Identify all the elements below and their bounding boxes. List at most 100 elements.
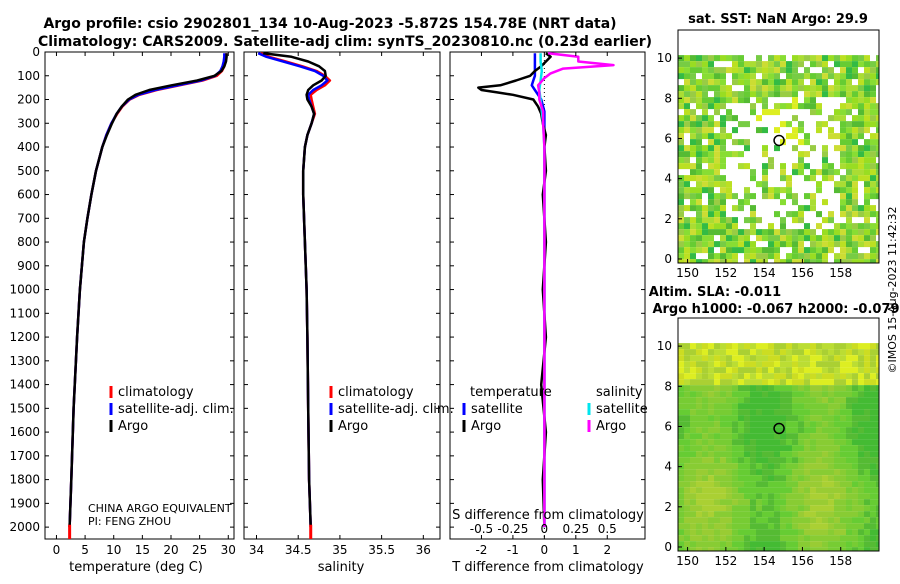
map-cell: [834, 499, 840, 506]
map-cell: [876, 409, 879, 416]
map-cell: [714, 373, 720, 380]
map-cell: [756, 361, 762, 368]
x-tick-label: -0.25: [497, 522, 528, 536]
map-cell: [726, 355, 732, 362]
map-cell: [756, 55, 762, 62]
map-cell: [708, 487, 714, 494]
map-cell: [792, 451, 798, 458]
map-cell: [768, 511, 774, 518]
map-cell: [864, 187, 870, 194]
map-cell: [858, 451, 864, 458]
map-cell: [696, 385, 702, 392]
map-cell: [870, 121, 876, 128]
map-cell: [714, 391, 720, 398]
map-cell: [858, 235, 864, 242]
map-cell: [798, 229, 804, 236]
map-cell: [762, 343, 768, 350]
map-cell: [810, 427, 816, 434]
map-cell: [762, 493, 768, 500]
map-cell: [678, 151, 684, 158]
map-cell: [684, 391, 690, 398]
map-cell: [732, 523, 738, 530]
map-cell: [756, 523, 762, 530]
map-cell: [762, 109, 768, 116]
map-cell: [834, 109, 840, 116]
map-cell: [852, 493, 858, 500]
map-cell: [780, 217, 786, 224]
map-cell: [858, 163, 864, 170]
map-cell: [774, 409, 780, 416]
map-cell: [684, 343, 690, 350]
map-cell: [846, 253, 852, 260]
map-cell: [792, 241, 798, 248]
map-cell: [696, 187, 702, 194]
map-cell: [780, 259, 786, 263]
x-tick-label: -2: [475, 543, 487, 557]
map-cell: [720, 157, 726, 164]
map-cell: [690, 205, 696, 212]
map-cell: [720, 481, 726, 488]
map-cell: [702, 487, 708, 494]
map-cell: [846, 199, 852, 206]
map-cell: [702, 97, 708, 104]
map-cell: [696, 259, 702, 263]
map-cell: [708, 415, 714, 422]
map-cell: [810, 235, 816, 242]
map-cell: [852, 73, 858, 80]
map-cell: [792, 79, 798, 86]
map-cell: [822, 73, 828, 80]
map-cell: [852, 139, 858, 146]
map-cell: [768, 547, 774, 551]
map-cell: [840, 163, 846, 170]
map-cell: [816, 187, 822, 194]
map-cell: [858, 253, 864, 260]
map-cell: [720, 547, 726, 551]
map-cell: [774, 67, 780, 74]
map-cell: [792, 523, 798, 530]
map-cell: [708, 493, 714, 500]
map-cell: [732, 427, 738, 434]
map-cell: [750, 109, 756, 116]
map-cell: [828, 469, 834, 476]
map-cell: [762, 457, 768, 464]
map-cell: [702, 373, 708, 380]
map-cell: [864, 397, 870, 404]
map-cell: [768, 373, 774, 380]
map-cell: [714, 97, 720, 104]
map-cell: [696, 439, 702, 446]
map-cell: [690, 505, 696, 512]
map-cell: [678, 421, 684, 428]
map-cell: [750, 373, 756, 380]
map-cell: [840, 547, 846, 551]
map-cell: [744, 79, 750, 86]
map-cell: [714, 505, 720, 512]
map-cell: [762, 181, 768, 188]
map-cell: [870, 187, 876, 194]
map-cell: [804, 415, 810, 422]
map-cell: [744, 229, 750, 236]
map-cell: [762, 415, 768, 422]
map-cell: [870, 211, 876, 218]
map-cell: [804, 73, 810, 80]
map-cell: [714, 259, 720, 263]
map-cell: [696, 433, 702, 440]
map-cell: [678, 535, 684, 542]
map-cell: [792, 463, 798, 470]
map-cell: [864, 241, 870, 248]
map-cell: [786, 487, 792, 494]
map-cell: [774, 475, 780, 482]
map-cell: [828, 445, 834, 452]
map-cell: [804, 235, 810, 242]
map-cell: [696, 223, 702, 230]
map-cell: [732, 355, 738, 362]
map-cell: [708, 367, 714, 374]
map-cell: [708, 517, 714, 524]
map-cell: [708, 67, 714, 74]
map-cell: [840, 355, 846, 362]
map-cell: [834, 427, 840, 434]
map-cell: [720, 499, 726, 506]
map-cell: [816, 259, 822, 263]
map-cell: [714, 403, 720, 410]
map-cell: [804, 427, 810, 434]
